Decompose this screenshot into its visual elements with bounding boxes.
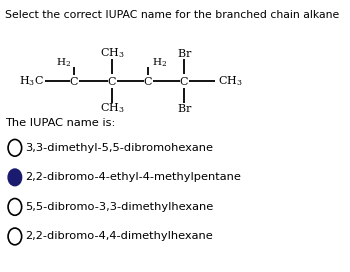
Ellipse shape [8,169,22,186]
Ellipse shape [9,229,21,244]
Text: $\mathregular{CH_3}$: $\mathregular{CH_3}$ [218,74,243,88]
Text: 2,2-dibromo-4,4-dimethylhexane: 2,2-dibromo-4,4-dimethylhexane [25,231,213,242]
Text: $\mathregular{H_2}$: $\mathregular{H_2}$ [56,57,71,69]
Text: $\mathregular{Br}$: $\mathregular{Br}$ [176,47,192,59]
Text: 2,2-dibromo-4-ethyl-4-methylpentane: 2,2-dibromo-4-ethyl-4-methylpentane [25,172,241,182]
Text: $\mathregular{C}$: $\mathregular{C}$ [144,75,153,87]
Text: The IUPAC name is:: The IUPAC name is: [5,118,116,128]
Text: $\mathregular{CH_3}$: $\mathregular{CH_3}$ [100,101,125,115]
Ellipse shape [9,140,21,155]
Text: $\mathregular{CH_3}$: $\mathregular{CH_3}$ [100,47,125,60]
Text: $\mathregular{Br}$: $\mathregular{Br}$ [176,103,192,115]
Text: $\mathregular{H_3C}$: $\mathregular{H_3C}$ [19,74,44,88]
Text: $\mathregular{C}$: $\mathregular{C}$ [180,75,189,87]
Text: 5,5-dibromo-3,3-dimethylhexane: 5,5-dibromo-3,3-dimethylhexane [25,202,214,212]
Ellipse shape [9,199,21,214]
Text: $\mathregular{C}$: $\mathregular{C}$ [107,75,117,87]
Text: 3,3-dimethyl-5,5-dibromohexane: 3,3-dimethyl-5,5-dibromohexane [25,143,213,153]
Text: $\mathregular{H_2}$: $\mathregular{H_2}$ [152,57,167,69]
Text: $\mathregular{C}$: $\mathregular{C}$ [69,75,79,87]
Text: Select the correct IUPAC name for the branched chain alkane: Select the correct IUPAC name for the br… [5,10,340,20]
